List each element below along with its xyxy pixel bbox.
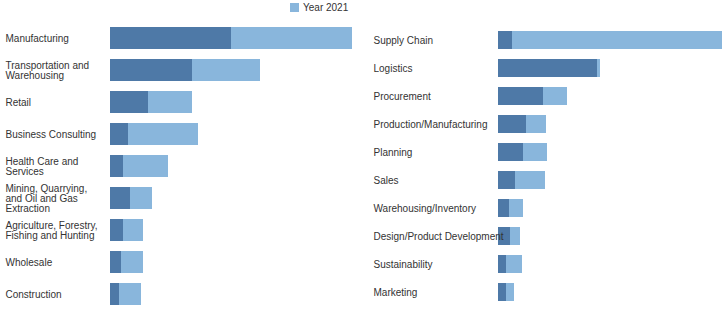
svg-text:Design/Product Development: Design/Product Development <box>374 231 504 242</box>
svg-text:Production/Manufacturing: Production/Manufacturing <box>374 119 488 130</box>
svg-text:Supply Chain: Supply Chain <box>374 35 433 46</box>
svg-text:Wholesale: Wholesale <box>6 257 53 268</box>
svg-text:Manufacturing: Manufacturing <box>6 33 69 44</box>
html-text:Year 2021: Year 2021 <box>303 1 349 13</box>
svg-text:Sales: Sales <box>374 175 399 186</box>
svg-text:Sustainability: Sustainability <box>374 259 433 270</box>
svg-text:Warehousing/Inventory: Warehousing/Inventory <box>374 203 476 214</box>
svg-text:Construction: Construction <box>6 289 62 300</box>
svg-text:Logistics: Logistics <box>374 63 413 74</box>
svg-text:Mining, Quarrying,and Oil and: Mining, Quarrying,and Oil and GasExtract… <box>6 183 88 214</box>
svg-text:Planning: Planning <box>374 147 413 158</box>
svg-text:Transportation andWarehousing: Transportation andWarehousing <box>6 60 90 81</box>
svg-text:Business Consulting: Business Consulting <box>6 129 97 140</box>
svg-text:Marketing: Marketing <box>374 287 418 298</box>
svg-text:Retail: Retail <box>6 97 32 108</box>
svg-text:Agriculture, Forestry,Fishing: Agriculture, Forestry,Fishing and Huntin… <box>6 220 98 241</box>
svg-text:Health Care andServices: Health Care andServices <box>6 156 79 177</box>
svg-text:Procurement: Procurement <box>374 91 431 102</box>
